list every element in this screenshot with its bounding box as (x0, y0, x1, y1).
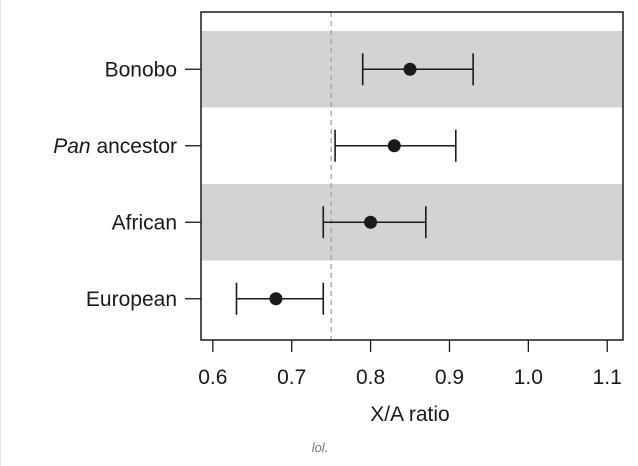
y-label-pan-ancestor: Pan ancestor (53, 135, 177, 158)
x-tick-label-4: 1.0 (514, 366, 543, 389)
point-european (269, 292, 283, 306)
x-tick-label-3: 0.9 (435, 366, 464, 389)
point-african (364, 215, 378, 229)
figure-caption: lol. (311, 440, 329, 455)
x-tick-label-0: 0.6 (198, 366, 227, 389)
x-tick-label-5: 1.1 (593, 366, 622, 389)
x-axis-tick-labels: 0.6 0.7 0.8 0.9 1.0 1.1 (198, 366, 622, 389)
y-label-european: European (86, 288, 177, 311)
y-label-african: African (112, 211, 177, 234)
point-bonobo (403, 62, 417, 76)
y-axis-ticks (185, 68, 201, 300)
x-axis-title: X/A ratio (370, 403, 449, 426)
y-axis-category-labels: Bonobo Pan ancestor African European (53, 58, 177, 311)
x-axis-ticks (212, 340, 608, 352)
y-label-bonobo: Bonobo (105, 58, 177, 81)
plot-area-border (200, 11, 624, 341)
point-pan-ancestor (387, 139, 401, 153)
x-tick-label-2: 0.8 (356, 366, 385, 389)
x-a-ratio-chart: Bonobo Pan ancestor African European 0.6 0.7… (53, 11, 624, 426)
x-tick-label-1: 0.7 (277, 366, 306, 389)
data-points (269, 62, 417, 306)
